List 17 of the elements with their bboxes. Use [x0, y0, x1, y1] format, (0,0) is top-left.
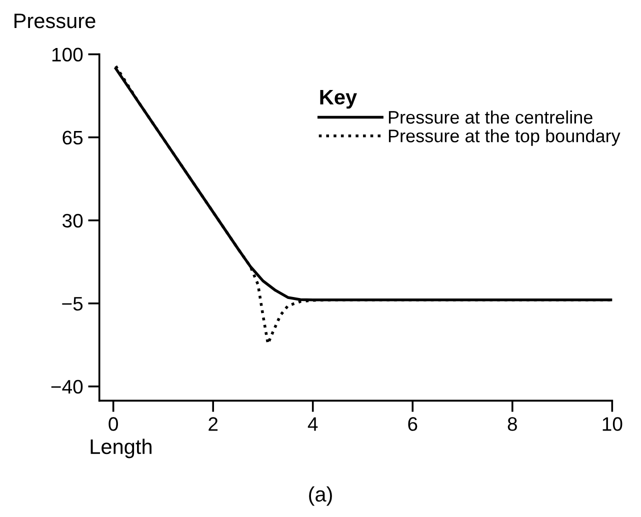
x-tick-label: 6 [408, 417, 418, 431]
legend-title: Key [320, 90, 357, 109]
y-tick-label: 65 [62, 130, 83, 145]
y-tick-label: 100 [52, 48, 83, 62]
x-tick-label: 2 [208, 417, 218, 431]
x-tick-label: 8 [508, 417, 517, 431]
legend-label: Pressure at the centreline [388, 110, 592, 124]
x-tick-label: 10 [602, 417, 622, 431]
y-tick-label: 30 [62, 214, 83, 228]
y-tick-label: −5 [62, 297, 83, 311]
x-tick-label: 0 [108, 417, 118, 431]
x-tick-label: 4 [308, 417, 318, 431]
y-axis-title: Pressure [14, 14, 96, 28]
text: (a) [309, 486, 332, 506]
x-axis-title: Length [90, 438, 152, 458]
legend-label: Pressure at the top boundary [388, 129, 620, 146]
y-tick-label: −40 [51, 380, 83, 394]
